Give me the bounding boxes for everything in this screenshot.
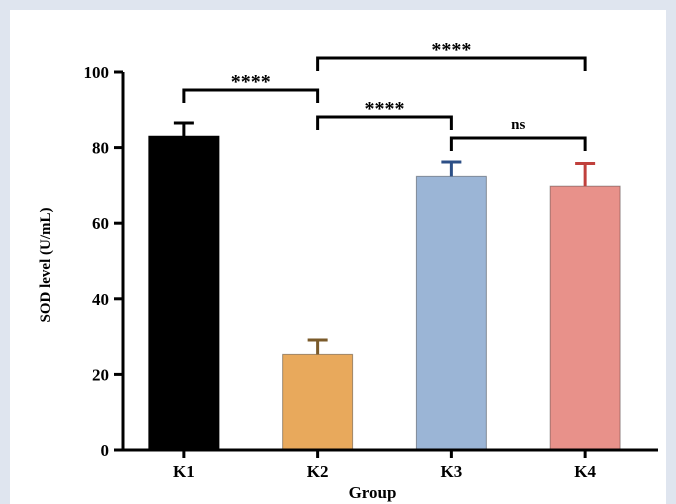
y-tick-label: 60 [92,214,109,233]
x-ticks: K1 K2 K3 K4 [173,450,596,481]
bar-k4 [549,185,621,451]
error-bar-k3 [441,160,462,177]
x-axis-title: Group [349,483,397,502]
error-bar-k4 [575,161,596,187]
bar-k1 [148,135,220,451]
significance-bracket-k2-k4: **** [316,39,587,71]
y-tick-label: 80 [92,139,109,158]
significance-label: ns [511,117,525,133]
x-tick-label-k2: K2 [307,462,329,481]
significance-bracket-k2-k3: **** [316,98,453,130]
significance-bracket-k1-k2: **** [182,71,320,103]
y-tick-label: 40 [92,290,109,309]
significance-label: **** [365,98,405,120]
bars [148,135,621,451]
significance-bracket-k3-k4: ns [449,117,587,151]
x-tick-label-k4: K4 [574,462,596,481]
bar-k2 [282,353,354,451]
error-bar-k2 [307,338,328,355]
significance-label: **** [231,71,271,93]
bar-chart: 0 20 40 60 80 100 K1 K2 K3 K4 **** **** **** ns Gro… [38,39,658,502]
error-bars [173,121,596,355]
error-bar-k1 [173,121,194,137]
y-axis-title: SOD level (U/mL) [38,208,54,323]
chart-frame: 0 20 40 60 80 100 K1 K2 K3 K4 **** **** **** ns Gro… [10,10,666,504]
x-tick-label-k3: K3 [441,462,463,481]
significance-label: **** [431,39,471,61]
x-tick-label-k1: K1 [173,462,195,481]
y-tick-label: 20 [92,365,109,384]
y-tick-label: 100 [84,63,110,82]
y-tick-label: 0 [101,441,110,460]
axes [121,72,658,452]
y-ticks: 0 20 40 60 80 100 [84,63,123,460]
bar-k3 [415,175,487,451]
significance-brackets: **** **** **** ns [182,39,587,151]
